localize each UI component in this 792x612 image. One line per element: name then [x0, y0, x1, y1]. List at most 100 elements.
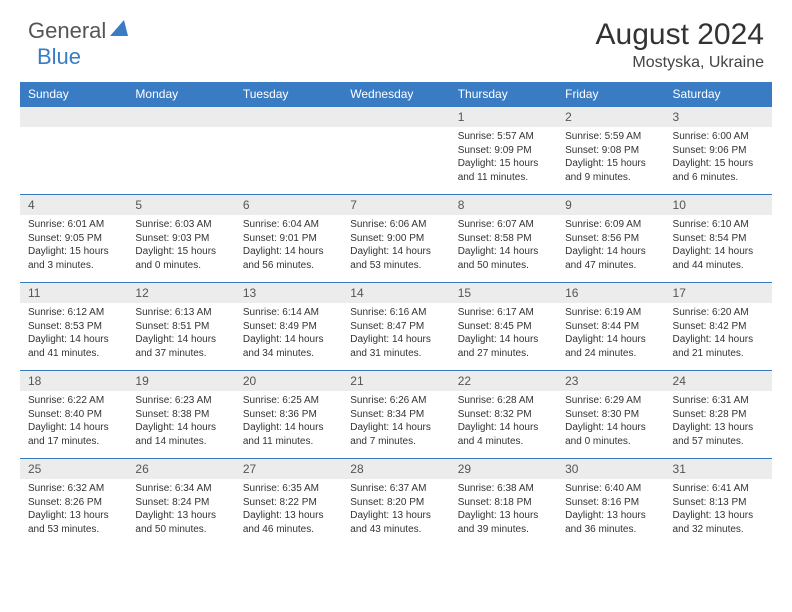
sunrise-text: Sunrise: 6:19 AM: [565, 306, 656, 320]
sunrise-text: Sunrise: 6:13 AM: [135, 306, 226, 320]
calendar-cell: 24Sunrise: 6:31 AMSunset: 8:28 PMDayligh…: [665, 371, 772, 459]
daylight-text: Daylight: 14 hours and 7 minutes.: [350, 421, 441, 448]
daylight-text: Daylight: 13 hours and 32 minutes.: [673, 509, 764, 536]
calendar-cell: 12Sunrise: 6:13 AMSunset: 8:51 PMDayligh…: [127, 283, 234, 371]
daylight-text: Daylight: 15 hours and 11 minutes.: [458, 157, 549, 184]
sunset-text: Sunset: 8:13 PM: [673, 496, 764, 510]
daylight-text: Daylight: 15 hours and 6 minutes.: [673, 157, 764, 184]
day-content: Sunrise: 6:13 AMSunset: 8:51 PMDaylight:…: [127, 303, 234, 363]
daylight-text: Daylight: 13 hours and 36 minutes.: [565, 509, 656, 536]
calendar-cell: 26Sunrise: 6:34 AMSunset: 8:24 PMDayligh…: [127, 459, 234, 547]
sunset-text: Sunset: 9:01 PM: [243, 232, 334, 246]
sunrise-text: Sunrise: 5:59 AM: [565, 130, 656, 144]
calendar-cell: 28Sunrise: 6:37 AMSunset: 8:20 PMDayligh…: [342, 459, 449, 547]
sunset-text: Sunset: 8:45 PM: [458, 320, 549, 334]
sunset-text: Sunset: 8:20 PM: [350, 496, 441, 510]
daylight-text: Daylight: 13 hours and 53 minutes.: [28, 509, 119, 536]
day-number: 25: [20, 459, 127, 479]
sunset-text: Sunset: 8:30 PM: [565, 408, 656, 422]
sunrise-text: Sunrise: 6:12 AM: [28, 306, 119, 320]
day-number: 4: [20, 195, 127, 215]
day-content: Sunrise: 6:26 AMSunset: 8:34 PMDaylight:…: [342, 391, 449, 451]
sunrise-text: Sunrise: 5:57 AM: [458, 130, 549, 144]
sunset-text: Sunset: 8:36 PM: [243, 408, 334, 422]
daylight-text: Daylight: 14 hours and 47 minutes.: [565, 245, 656, 272]
day-content: Sunrise: 6:00 AMSunset: 9:06 PMDaylight:…: [665, 127, 772, 187]
calendar-week: 1Sunrise: 5:57 AMSunset: 9:09 PMDaylight…: [20, 107, 772, 195]
day-number: 18: [20, 371, 127, 391]
calendar-cell: [127, 107, 234, 195]
day-content: Sunrise: 6:09 AMSunset: 8:56 PMDaylight:…: [557, 215, 664, 275]
day-number: 11: [20, 283, 127, 303]
sunrise-text: Sunrise: 6:29 AM: [565, 394, 656, 408]
calendar-cell: 5Sunrise: 6:03 AMSunset: 9:03 PMDaylight…: [127, 195, 234, 283]
sunset-text: Sunset: 9:00 PM: [350, 232, 441, 246]
daylight-text: Daylight: 14 hours and 56 minutes.: [243, 245, 334, 272]
day-number: 5: [127, 195, 234, 215]
day-number: 12: [127, 283, 234, 303]
day-number: 13: [235, 283, 342, 303]
calendar-week: 18Sunrise: 6:22 AMSunset: 8:40 PMDayligh…: [20, 371, 772, 459]
calendar-cell: 27Sunrise: 6:35 AMSunset: 8:22 PMDayligh…: [235, 459, 342, 547]
sunrise-text: Sunrise: 6:06 AM: [350, 218, 441, 232]
title-block: August 2024 Mostyska, Ukraine: [596, 18, 764, 72]
daylight-text: Daylight: 14 hours and 0 minutes.: [565, 421, 656, 448]
calendar-body: 1Sunrise: 5:57 AMSunset: 9:09 PMDaylight…: [20, 107, 772, 547]
day-content: Sunrise: 6:14 AMSunset: 8:49 PMDaylight:…: [235, 303, 342, 363]
day-number: [127, 107, 234, 127]
calendar-cell: 8Sunrise: 6:07 AMSunset: 8:58 PMDaylight…: [450, 195, 557, 283]
daylight-text: Daylight: 13 hours and 39 minutes.: [458, 509, 549, 536]
calendar-cell: 7Sunrise: 6:06 AMSunset: 9:00 PMDaylight…: [342, 195, 449, 283]
calendar-cell: 1Sunrise: 5:57 AMSunset: 9:09 PMDaylight…: [450, 107, 557, 195]
day-number: [342, 107, 449, 127]
day-number: 23: [557, 371, 664, 391]
day-number: 17: [665, 283, 772, 303]
daylight-text: Daylight: 14 hours and 50 minutes.: [458, 245, 549, 272]
calendar-cell: 6Sunrise: 6:04 AMSunset: 9:01 PMDaylight…: [235, 195, 342, 283]
day-number: 31: [665, 459, 772, 479]
sunrise-text: Sunrise: 6:31 AM: [673, 394, 764, 408]
day-content: Sunrise: 6:22 AMSunset: 8:40 PMDaylight:…: [20, 391, 127, 451]
day-content: Sunrise: 6:12 AMSunset: 8:53 PMDaylight:…: [20, 303, 127, 363]
sunset-text: Sunset: 8:51 PM: [135, 320, 226, 334]
daylight-text: Daylight: 13 hours and 50 minutes.: [135, 509, 226, 536]
calendar-week: 11Sunrise: 6:12 AMSunset: 8:53 PMDayligh…: [20, 283, 772, 371]
day-number: 1: [450, 107, 557, 127]
sunrise-text: Sunrise: 6:17 AM: [458, 306, 549, 320]
sunset-text: Sunset: 8:42 PM: [673, 320, 764, 334]
sunrise-text: Sunrise: 6:37 AM: [350, 482, 441, 496]
daylight-text: Daylight: 14 hours and 44 minutes.: [673, 245, 764, 272]
daylight-text: Daylight: 15 hours and 0 minutes.: [135, 245, 226, 272]
day-content: Sunrise: 6:25 AMSunset: 8:36 PMDaylight:…: [235, 391, 342, 451]
day-number: [235, 107, 342, 127]
sunrise-text: Sunrise: 6:00 AM: [673, 130, 764, 144]
calendar-cell: 16Sunrise: 6:19 AMSunset: 8:44 PMDayligh…: [557, 283, 664, 371]
day-content: Sunrise: 6:41 AMSunset: 8:13 PMDaylight:…: [665, 479, 772, 539]
sunset-text: Sunset: 9:05 PM: [28, 232, 119, 246]
daylight-text: Daylight: 15 hours and 9 minutes.: [565, 157, 656, 184]
sunset-text: Sunset: 8:56 PM: [565, 232, 656, 246]
day-number: 28: [342, 459, 449, 479]
logo-text-blue: Blue: [37, 44, 81, 70]
calendar-cell: [20, 107, 127, 195]
day-header: Friday: [557, 82, 664, 107]
calendar-week: 25Sunrise: 6:32 AMSunset: 8:26 PMDayligh…: [20, 459, 772, 547]
logo-text-general: General: [28, 18, 106, 44]
sunset-text: Sunset: 8:54 PM: [673, 232, 764, 246]
calendar-cell: 25Sunrise: 6:32 AMSunset: 8:26 PMDayligh…: [20, 459, 127, 547]
sunrise-text: Sunrise: 6:25 AM: [243, 394, 334, 408]
day-number: 22: [450, 371, 557, 391]
daylight-text: Daylight: 13 hours and 46 minutes.: [243, 509, 334, 536]
sunrise-text: Sunrise: 6:28 AM: [458, 394, 549, 408]
sunrise-text: Sunrise: 6:32 AM: [28, 482, 119, 496]
day-number: 19: [127, 371, 234, 391]
sunrise-text: Sunrise: 6:38 AM: [458, 482, 549, 496]
calendar-week: 4Sunrise: 6:01 AMSunset: 9:05 PMDaylight…: [20, 195, 772, 283]
calendar-table: SundayMondayTuesdayWednesdayThursdayFrid…: [20, 82, 772, 547]
calendar-cell: 9Sunrise: 6:09 AMSunset: 8:56 PMDaylight…: [557, 195, 664, 283]
sunrise-text: Sunrise: 6:41 AM: [673, 482, 764, 496]
daylight-text: Daylight: 13 hours and 57 minutes.: [673, 421, 764, 448]
day-header: Tuesday: [235, 82, 342, 107]
sunset-text: Sunset: 8:32 PM: [458, 408, 549, 422]
sunrise-text: Sunrise: 6:26 AM: [350, 394, 441, 408]
